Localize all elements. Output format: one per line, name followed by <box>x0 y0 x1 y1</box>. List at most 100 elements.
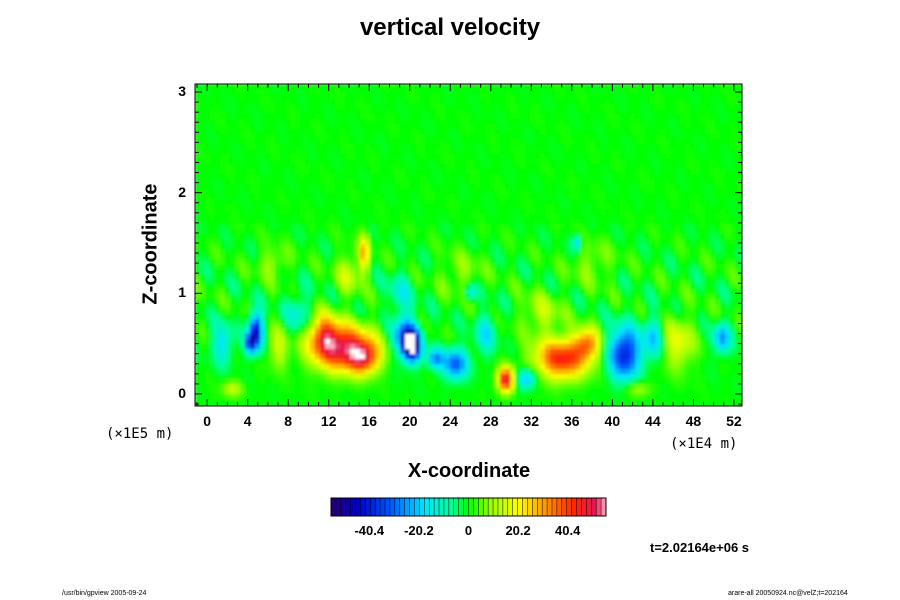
heatmap-cell <box>215 184 221 190</box>
heatmap-cell <box>310 209 316 215</box>
heatmap-cell <box>445 404 451 406</box>
heatmap-cell <box>540 144 546 150</box>
heatmap-cell <box>330 104 336 110</box>
heatmap-cell <box>470 119 476 125</box>
heatmap-cell <box>335 94 341 100</box>
heatmap-cell <box>210 139 216 145</box>
heatmap-cell <box>450 99 456 105</box>
heatmap-cell <box>305 359 311 365</box>
heatmap-cell <box>235 304 241 310</box>
heatmap-cell <box>435 119 441 125</box>
heatmap-cell <box>430 294 436 300</box>
heatmap-cell <box>205 329 211 335</box>
heatmap-cell <box>375 384 381 390</box>
heatmap-cell <box>405 209 411 215</box>
heatmap-cell <box>515 179 521 185</box>
heatmap-cell <box>470 224 476 230</box>
heatmap-cell <box>440 164 446 170</box>
heatmap-cell <box>425 199 431 205</box>
heatmap-cell <box>475 274 481 280</box>
heatmap-cell <box>245 329 251 335</box>
heatmap-cell <box>315 359 321 365</box>
heatmap-cell <box>545 279 551 285</box>
heatmap-cell <box>290 334 296 340</box>
heatmap-cell <box>515 89 521 95</box>
heatmap-cell <box>450 124 456 130</box>
heatmap-cell <box>270 369 276 375</box>
heatmap-cell <box>295 254 301 260</box>
heatmap-cell <box>270 209 276 215</box>
heatmap-cell <box>350 129 356 135</box>
heatmap-cell <box>410 114 416 120</box>
heatmap-cell <box>455 324 461 330</box>
heatmap-cell <box>480 399 486 405</box>
heatmap-cell <box>535 189 541 195</box>
heatmap-cell <box>335 194 341 200</box>
heatmap-cell <box>210 214 216 220</box>
heatmap-cell <box>490 269 496 275</box>
heatmap-cell <box>565 304 571 310</box>
heatmap-cell <box>215 89 221 95</box>
heatmap-cell <box>485 169 491 175</box>
heatmap-cell <box>450 109 456 115</box>
heatmap-cell <box>350 269 356 275</box>
heatmap-cell <box>520 279 526 285</box>
heatmap-cell <box>230 174 236 180</box>
heatmap-cell <box>380 334 386 340</box>
heatmap-cell <box>370 379 376 385</box>
heatmap-cell <box>315 279 321 285</box>
heatmap-cell <box>250 329 256 335</box>
heatmap-cell <box>445 294 451 300</box>
heatmap-cell <box>420 119 426 125</box>
heatmap-cell <box>570 179 576 185</box>
heatmap-cell <box>245 374 251 380</box>
heatmap-cell <box>240 219 246 225</box>
heatmap-cell <box>525 389 531 395</box>
heatmap-cell <box>440 384 446 390</box>
heatmap-cell <box>535 104 541 110</box>
heatmap-cell <box>325 274 331 280</box>
heatmap-cell <box>260 289 266 295</box>
heatmap-cell <box>455 124 461 130</box>
heatmap-cell <box>355 244 361 250</box>
heatmap-cell <box>425 184 431 190</box>
heatmap-cell <box>270 144 276 150</box>
heatmap-cell <box>400 379 406 385</box>
heatmap-cell <box>455 354 461 360</box>
heatmap-cell <box>205 369 211 375</box>
heatmap-cell <box>375 324 381 330</box>
heatmap-cell <box>270 234 276 240</box>
heatmap-cell <box>500 309 506 315</box>
heatmap-cell <box>505 84 511 90</box>
heatmap-cell <box>570 284 576 290</box>
heatmap-cell <box>535 344 541 350</box>
heatmap-cell <box>410 269 416 275</box>
heatmap-cell <box>460 109 466 115</box>
heatmap-cell <box>565 99 571 105</box>
heatmap-cell <box>195 124 201 130</box>
heatmap-cell <box>210 339 216 345</box>
heatmap-cell <box>560 124 566 130</box>
heatmap-cell <box>420 264 426 270</box>
heatmap-cell <box>345 89 351 95</box>
heatmap-cell <box>225 289 231 295</box>
heatmap-cell <box>485 384 491 390</box>
heatmap-cell <box>500 299 506 305</box>
heatmap-cell <box>195 189 201 195</box>
heatmap-cell <box>445 129 451 135</box>
heatmap-cell <box>415 149 421 155</box>
heatmap-cell <box>525 124 531 130</box>
heatmap-cell <box>425 224 431 230</box>
heatmap-cell <box>545 349 551 355</box>
heatmap-cell <box>450 89 456 95</box>
heatmap-cell <box>400 274 406 280</box>
heatmap-cell <box>200 254 206 260</box>
heatmap-cell <box>285 119 291 125</box>
heatmap-cell <box>250 109 256 115</box>
heatmap-cell <box>345 259 351 265</box>
heatmap-cell <box>520 269 526 275</box>
heatmap-cell <box>565 394 571 400</box>
heatmap-cell <box>490 334 496 340</box>
heatmap-cell <box>465 159 471 165</box>
heatmap-cell <box>460 244 466 250</box>
